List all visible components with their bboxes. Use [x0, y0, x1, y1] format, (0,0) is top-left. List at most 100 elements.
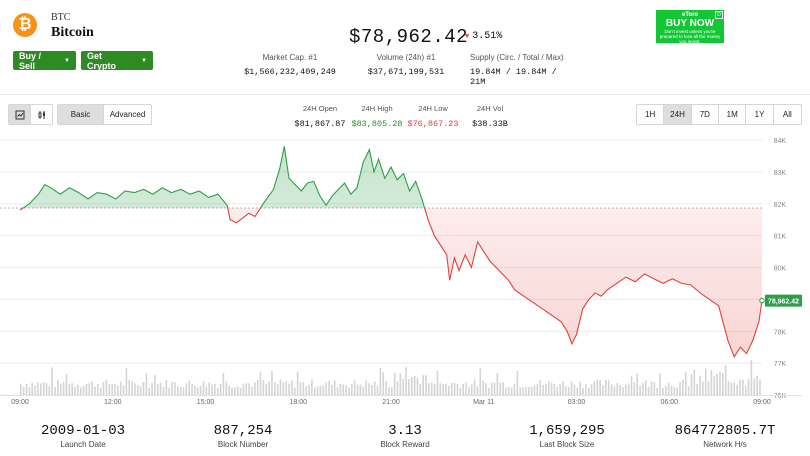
volume-bar [670, 385, 673, 395]
volume-bar [328, 380, 330, 395]
volume-bar [565, 386, 567, 395]
volume-bar [79, 387, 82, 395]
volume-bar [288, 383, 290, 395]
volume-bar [299, 382, 302, 395]
chart-type-toggle [8, 104, 53, 125]
timeframe-selector: 1H 24H 7D 1M 1Y All [636, 104, 802, 125]
volume-bar [148, 387, 151, 395]
stat-value: $76,867.23 [407, 119, 459, 129]
candlestick-icon[interactable] [9, 105, 30, 124]
timeframe-1h[interactable]: 1H [645, 110, 656, 119]
price-chart[interactable]: 84K83K82K81K80K79K78K77K76K78,962.4209:0… [0, 130, 810, 412]
volume-bar [419, 383, 422, 395]
volume-bar [68, 384, 71, 395]
volume-bar [593, 381, 596, 395]
stat-label: Network H/s [703, 440, 747, 449]
volume-bar [465, 382, 467, 395]
volume-bar [34, 385, 36, 395]
volume-bar [490, 382, 493, 395]
volume-bar [151, 382, 153, 395]
timeframe-1m[interactable]: 1M [718, 105, 745, 124]
volume-bar [516, 371, 519, 395]
volume-bar [265, 383, 268, 395]
volume-bar [619, 384, 621, 395]
ad-choices-icon[interactable]: D [715, 11, 723, 19]
current-price-dot [759, 297, 765, 304]
compare-icon[interactable] [30, 105, 52, 124]
volume-bar [656, 387, 659, 395]
volume-bar [162, 386, 165, 395]
volume-bar [739, 379, 741, 395]
volume-bar [405, 367, 407, 395]
volume-bar [291, 380, 293, 395]
volume-bar [699, 375, 701, 395]
volume-bar [251, 386, 253, 395]
timeframe-all[interactable]: All [772, 105, 801, 124]
volume-bar [759, 379, 761, 395]
volume-bar [77, 384, 79, 395]
volume-bar [333, 380, 336, 395]
volume-bar [553, 383, 556, 395]
volume-bar [399, 373, 402, 395]
volume-bar [308, 385, 310, 395]
volume-bar [545, 383, 547, 395]
advanced-mode-button[interactable]: Advanced [103, 105, 151, 124]
volume-bar [750, 360, 753, 395]
volume-bar [159, 382, 162, 395]
x-tick-label: 09:00 [753, 399, 771, 406]
volume-bar [536, 383, 539, 395]
volume-bar [256, 380, 259, 395]
volume-bar [602, 385, 604, 395]
current-price: $78,962.42 [349, 26, 469, 48]
stat-label: Market Cap. #1 [262, 53, 318, 62]
volume-bar [239, 387, 242, 395]
volume-bar [630, 375, 633, 395]
24h-low-stat: 24H Low $76,867.23 [403, 104, 463, 129]
volume-bar [154, 374, 156, 395]
stat-value: $37,671,199,531 [367, 67, 445, 77]
volume-bar [722, 373, 724, 395]
block-number-stat: 887,254 Block Number [168, 423, 318, 449]
volume-bar [510, 387, 513, 395]
volume-bar [191, 383, 193, 395]
volume-bar [214, 383, 216, 395]
volume-bar [622, 387, 624, 395]
volume-bar [610, 384, 613, 395]
volume-bar [684, 372, 687, 395]
price-line-down [19, 207, 763, 359]
volume-bar [62, 382, 65, 395]
volume-bar [319, 385, 322, 395]
timeframe-24h[interactable]: 24H [663, 105, 691, 124]
volume-bar [117, 385, 119, 395]
volume-bar [208, 382, 210, 395]
volume-bar [539, 380, 541, 395]
volume-bar [45, 383, 48, 395]
buy-sell-button[interactable]: Buy / Sell ▼ [13, 51, 76, 71]
volume-bar [707, 381, 710, 395]
volume-bar [579, 381, 581, 395]
timeframe-7d[interactable]: 7D [690, 105, 718, 124]
volume-bar [339, 383, 342, 395]
basic-mode-button[interactable]: Basic [58, 105, 104, 124]
volume-bar [342, 384, 345, 395]
y-tick-label: 77K [774, 361, 787, 368]
volume-bar [753, 378, 756, 395]
get-crypto-button[interactable]: Get Crypto ▼ [81, 51, 153, 71]
timeframe-1y[interactable]: 1Y [745, 105, 772, 124]
header-divider [0, 94, 810, 95]
volume-bar [653, 382, 656, 395]
ad-cta: BUY NOW [665, 18, 715, 29]
volume-bar [644, 380, 647, 395]
advertisement-banner[interactable]: D eToro BUY NOW Don't invest unless you'… [656, 10, 724, 43]
volume-bar [679, 381, 681, 395]
volume-bar [408, 379, 410, 395]
volume-bar [647, 386, 650, 395]
volume-bar [613, 386, 616, 395]
volume-bar [145, 373, 148, 395]
volume-bar [482, 380, 484, 395]
volume-bar [142, 381, 145, 395]
volume-bar [348, 387, 350, 395]
x-tick-label: 12:00 [104, 399, 122, 406]
volume-bar [488, 387, 490, 395]
volume-bar [513, 383, 516, 395]
